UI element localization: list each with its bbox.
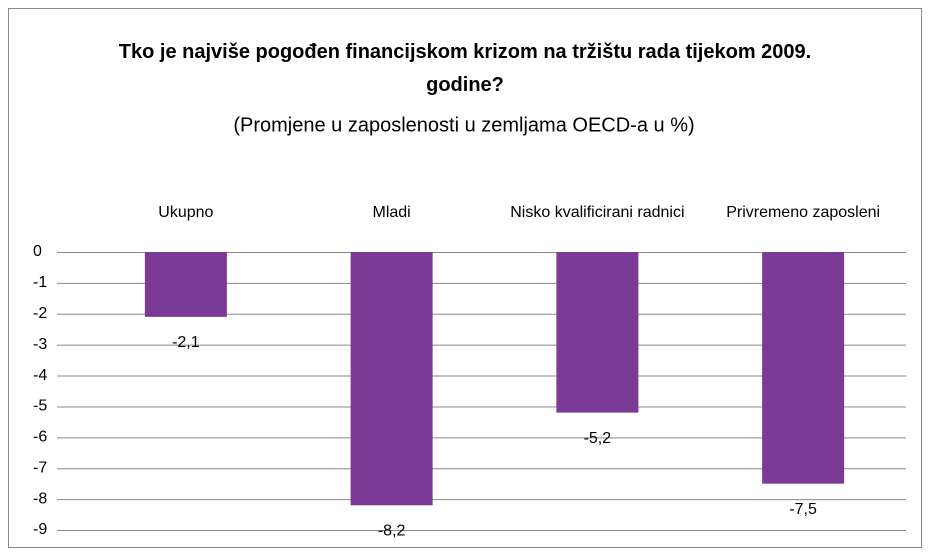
y-tick-label: -9 xyxy=(33,521,47,538)
bar xyxy=(350,252,433,506)
y-tick-label: -3 xyxy=(33,336,47,353)
category-label: Mladi xyxy=(372,204,411,221)
bar xyxy=(556,252,639,413)
category-label: Privremeno zaposleni xyxy=(726,204,881,221)
bar xyxy=(144,252,227,317)
chart-subtitle: (Promjene u zaposlenosti u zemljama OECD… xyxy=(233,114,694,136)
chart-title: Tko je najviše pogođen financijskom kriz… xyxy=(118,41,812,96)
data-label: -2,1 xyxy=(172,334,200,351)
y-tick-label: -1 xyxy=(33,274,47,291)
bar xyxy=(762,252,845,484)
data-label: -7,5 xyxy=(789,501,817,518)
y-tick-label: -5 xyxy=(33,398,47,415)
y-tick-label: -2 xyxy=(33,305,47,322)
data-label: -8,2 xyxy=(378,523,406,540)
category-label: Nisko kvalificirani radnici xyxy=(510,204,685,221)
y-tick-label: -7 xyxy=(33,459,47,476)
category-label: Ukupno xyxy=(158,204,214,221)
y-tick-label: 0 xyxy=(33,243,42,260)
data-label: -5,2 xyxy=(584,430,612,447)
y-tick-label: -4 xyxy=(33,367,47,384)
y-tick-label: -8 xyxy=(33,490,47,507)
y-tick-label: -6 xyxy=(33,429,47,446)
title-box: Tko je najviše pogođen financijskom kriz… xyxy=(118,41,812,96)
